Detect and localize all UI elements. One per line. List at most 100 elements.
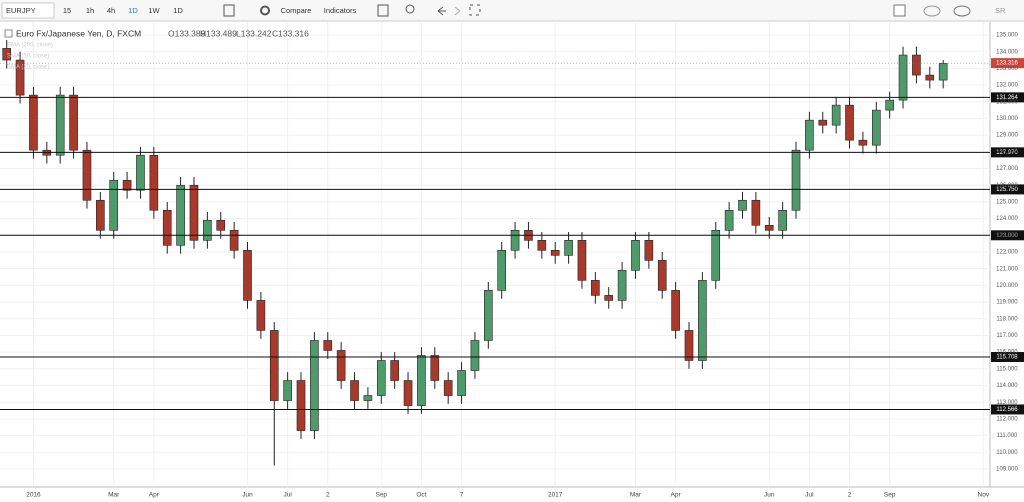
candle-body <box>55 94 65 156</box>
candle-body <box>2 48 12 61</box>
candle-body <box>657 260 667 291</box>
x-tick-label: Jul <box>805 492 814 499</box>
ohlc-label: L133.242 <box>236 28 272 38</box>
candle-body <box>363 395 373 401</box>
level-label-box <box>991 352 1024 363</box>
toolbar-button[interactable]: Compare <box>281 6 312 15</box>
candle-body <box>845 104 854 141</box>
interval-button[interactable]: 1D <box>128 6 138 15</box>
level-label-box <box>991 230 1024 241</box>
candle-body <box>283 380 292 401</box>
candle-body <box>69 94 78 151</box>
y-tick-label: 116.000 <box>996 350 1018 356</box>
cloud-icon[interactable] <box>923 5 941 17</box>
candle-body <box>898 54 908 101</box>
y-tick-label: 124.000 <box>996 216 1018 222</box>
candle-body <box>229 229 239 251</box>
x-tick-label: Nov <box>978 492 990 499</box>
candle-body <box>711 229 721 281</box>
redo-icon[interactable] <box>454 6 461 16</box>
level-label-box <box>991 92 1024 103</box>
level-label-box <box>991 404 1024 415</box>
candle-body <box>684 330 694 361</box>
candle-body <box>818 119 828 126</box>
candle-body <box>323 340 333 351</box>
candle-body <box>296 380 306 431</box>
candle-body <box>858 139 868 146</box>
interval-button[interactable]: 1D <box>173 6 183 15</box>
candle-body <box>751 199 761 226</box>
level-label: 127.970 <box>996 150 1018 156</box>
collapse-icon[interactable] <box>4 29 13 38</box>
candle-body <box>617 270 627 301</box>
y-tick-label: 114.000 <box>996 383 1018 389</box>
y-tick-label: 112.000 <box>996 416 1018 422</box>
toolbar <box>0 0 1024 21</box>
y-tick-label: 122.000 <box>996 250 1018 256</box>
x-tick-label: Apr <box>149 492 160 499</box>
overlay: 131.264 127.970 125.750 123.000 115.708 112.5… <box>0 58 1024 415</box>
candle-body <box>577 240 587 281</box>
candle-body <box>29 94 38 151</box>
candle-body <box>764 224 774 231</box>
interval-button[interactable]: 1h <box>86 6 94 15</box>
y-tick-label: 123.000 <box>996 233 1018 239</box>
undo-icon[interactable] <box>437 6 446 16</box>
candle-body <box>243 250 252 301</box>
candle-body <box>885 99 894 111</box>
candle-body <box>912 54 921 76</box>
candle-body <box>122 179 132 191</box>
settings-icon[interactable] <box>260 5 270 16</box>
candle-body <box>470 340 480 371</box>
interval-button[interactable]: 15 <box>63 6 71 15</box>
candle-body <box>604 295 614 301</box>
layout-icon[interactable] <box>893 4 906 17</box>
ohlc-label: O133.389 <box>168 28 206 38</box>
x-tick-label: Mar <box>630 492 642 499</box>
y-tick-label: 126.000 <box>996 183 1018 189</box>
y-tick-label: 111.000 <box>997 433 1018 439</box>
account-button[interactable]: SR <box>995 6 1006 15</box>
candle-body <box>376 360 386 396</box>
level-label: 112.566 <box>996 407 1018 413</box>
candle-body <box>15 59 25 96</box>
candle-body <box>778 209 787 231</box>
interval-button[interactable]: 1W <box>148 6 160 15</box>
x-tick-label: Jun <box>242 492 253 499</box>
candle-body <box>310 340 319 431</box>
idea-icon[interactable] <box>405 4 415 14</box>
fullscreen-icon[interactable] <box>469 4 481 16</box>
toolbar-button[interactable]: Indicators <box>324 6 357 15</box>
y-tick-label: 135.000 <box>996 33 1018 39</box>
level-label: 125.750 <box>996 187 1018 193</box>
y-tick-label: 131.000 <box>996 99 1018 105</box>
candle-body <box>724 209 734 231</box>
chart-style-icon[interactable] <box>223 4 235 17</box>
candle-body <box>256 300 266 331</box>
level-label: 123.000 <box>996 233 1018 239</box>
candle-body <box>925 74 935 81</box>
indicator-label: SMA (200, close) <box>7 43 53 49</box>
alert-icon[interactable] <box>377 4 389 17</box>
y-tick-label: 127.000 <box>996 166 1018 172</box>
candle-body <box>510 229 520 251</box>
candle-body <box>537 240 547 251</box>
candle-body <box>82 149 92 201</box>
candle-body <box>403 380 413 406</box>
candle-body <box>831 104 841 126</box>
cloud-save-icon[interactable] <box>953 5 971 17</box>
candle-body <box>336 350 346 381</box>
y-tick-label: 120.000 <box>996 283 1018 289</box>
candle-body <box>791 149 801 211</box>
plot-area <box>0 22 990 487</box>
candle-body <box>216 219 226 231</box>
symbol-box[interactable] <box>1 2 55 19</box>
symbol[interactable]: EURJPY <box>6 6 36 15</box>
x-tick-label: Apr <box>671 492 682 499</box>
x-tick-label: 2 <box>326 492 330 499</box>
x-tick-label: Oct <box>416 492 426 499</box>
y-tick-label: 128.000 <box>996 149 1018 155</box>
candle-body <box>564 240 573 256</box>
interval-button[interactable]: 4h <box>107 6 115 15</box>
